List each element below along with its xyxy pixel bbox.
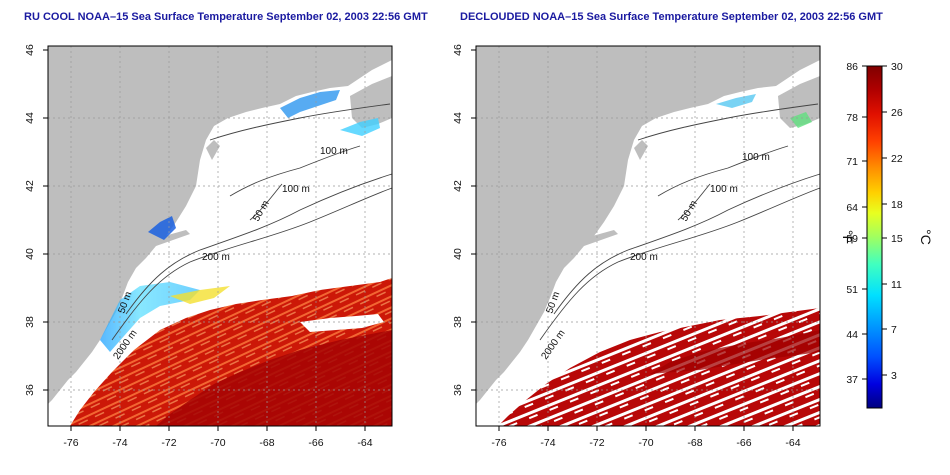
- lon-tick-label: -64: [357, 437, 372, 449]
- contour-label-200m: 200 m: [202, 252, 230, 263]
- fahrenheit-tick: 37: [846, 374, 858, 386]
- colorbar-ticks: [862, 65, 887, 380]
- contour-label-100m-north: 100 m: [320, 146, 348, 157]
- grid-lines: [476, 46, 820, 426]
- right-map-title: DECLOUDED NOAA–15 Sea Surface Temperatur…: [460, 11, 883, 23]
- fahrenheit-tick: 78: [846, 112, 858, 124]
- colorbar-gradient: [866, 65, 883, 409]
- deep-warm-water: [156, 330, 392, 426]
- map-frame: [475, 45, 821, 427]
- lon-tick-label: -70: [638, 437, 653, 449]
- lat-tick-label: 36: [452, 384, 464, 396]
- lon-tick-labels: -76 -74 -72 -70 -68 -66 -64: [63, 437, 372, 449]
- right-sst-map: 100 m 100 m 50 m 200 m 50 m 2000 m -76 -…: [452, 44, 821, 449]
- axis-ticks: [43, 49, 366, 431]
- cape-cod: [206, 140, 220, 160]
- lon-tick-label: -68: [687, 437, 702, 449]
- celsius-tick: 26: [891, 107, 903, 119]
- cloud-patch: [300, 314, 384, 332]
- fahrenheit-tick: 51: [846, 284, 858, 296]
- celsius-tick: 11: [891, 279, 902, 291]
- celsius-tick: 3: [891, 370, 897, 382]
- lat-tick-label: 36: [24, 384, 36, 396]
- lat-tick-label: 44: [452, 112, 464, 124]
- lon-tick-label: -68: [259, 437, 274, 449]
- lat-tick-label: 46: [452, 44, 464, 56]
- map-frame: [47, 45, 393, 427]
- nova-scotia: [350, 76, 392, 128]
- bathymetry-contours: [539, 103, 821, 341]
- lat-tick-label: 40: [452, 248, 464, 260]
- cool-water-gulf-maine: [280, 90, 340, 118]
- lat-tick-label: 38: [452, 316, 464, 328]
- celsius-tick: 7: [891, 324, 897, 336]
- land-mass: [476, 46, 820, 404]
- celsius-tick: 18: [891, 199, 903, 211]
- temperature-colorbar: 86 78 71 64 59 51 44 37 30 26 22 18 15 1…: [840, 61, 934, 409]
- lat-tick-label: 44: [24, 112, 36, 124]
- lon-tick-label: -76: [491, 437, 506, 449]
- celsius-tick: 30: [891, 61, 903, 73]
- nova-scotia: [778, 76, 820, 128]
- long-island: [150, 230, 190, 246]
- declouded-warm-water: [498, 308, 820, 426]
- fahrenheit-tick: 86: [846, 61, 858, 73]
- grid-lines: [48, 46, 392, 426]
- celsius-tick: 22: [891, 153, 903, 165]
- coastal-cool-band: [100, 282, 200, 352]
- land-mass: [48, 46, 392, 404]
- lon-tick-label: -74: [540, 437, 555, 449]
- celsius-unit-label: °C: [918, 229, 934, 245]
- lat-tick-label: 42: [24, 180, 36, 192]
- lat-tick-labels: 46 44 42 40 38 36: [24, 44, 36, 396]
- contour-label-100m: 100 m: [282, 184, 310, 195]
- lon-tick-label: -66: [308, 437, 323, 449]
- lon-tick-label: -76: [63, 437, 78, 449]
- fahrenheit-unit-label: °F: [840, 230, 856, 244]
- lat-tick-label: 40: [24, 248, 36, 260]
- fahrenheit-tick: 59: [846, 233, 858, 245]
- long-island: [578, 230, 618, 246]
- left-map-title: RU COOL NOAA–15 Sea Surface Temperature …: [24, 11, 428, 23]
- lon-tick-label: -74: [112, 437, 127, 449]
- fahrenheit-tick: 71: [846, 156, 858, 168]
- celsius-tick: 15: [891, 233, 903, 245]
- fahrenheit-tick-labels: 86 78 71 64 59 51 44 37: [846, 61, 858, 386]
- axis-ticks: [471, 49, 794, 431]
- cape-cod: [634, 140, 648, 160]
- left-sst-map: 100 m 100 m 50 m 200 m 50 m 2000 m -76 -…: [24, 44, 393, 449]
- lat-tick-label: 38: [24, 316, 36, 328]
- lat-tick-labels: 46 44 42 40 38 36: [452, 44, 464, 396]
- contour-label-100m: 100 m: [710, 184, 738, 195]
- lon-tick-label: -64: [785, 437, 800, 449]
- yellow-front: [170, 286, 230, 304]
- lon-tick-label: -66: [736, 437, 751, 449]
- green-patch: [790, 112, 812, 128]
- lon-tick-label: -72: [161, 437, 176, 449]
- lon-tick-labels: -76 -74 -72 -70 -68 -66 -64: [491, 437, 800, 449]
- lon-tick-label: -72: [589, 437, 604, 449]
- lat-tick-label: 42: [452, 180, 464, 192]
- fahrenheit-tick: 44: [846, 329, 858, 341]
- fahrenheit-tick: 64: [846, 202, 858, 214]
- declouded-deep-warm: [650, 330, 820, 374]
- bathymetry-contours: [111, 103, 393, 341]
- lon-tick-label: -70: [210, 437, 225, 449]
- cool-water-patch-2: [340, 118, 380, 136]
- cool-water-gulf-maine: [716, 94, 756, 108]
- contour-label-100m-north: 100 m: [742, 152, 770, 163]
- contour-label-200m: 200 m: [630, 252, 658, 263]
- celsius-tick-labels: 30 26 22 18 15 11 7 3: [891, 61, 903, 382]
- lat-tick-label: 46: [24, 44, 36, 56]
